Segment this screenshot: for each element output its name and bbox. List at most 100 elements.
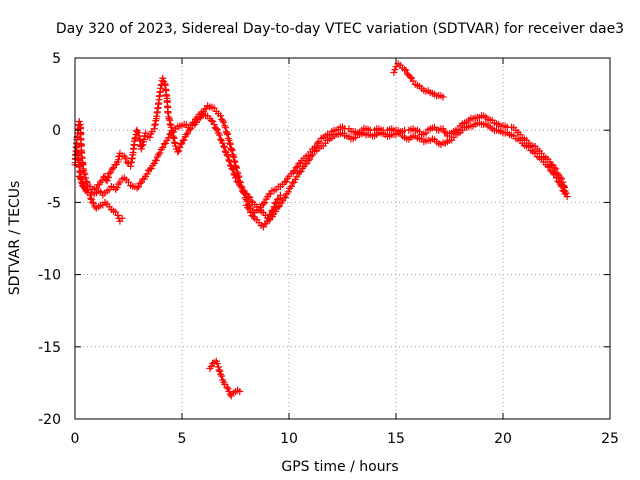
data-point	[222, 124, 230, 132]
data-point	[78, 179, 86, 187]
data-point	[108, 165, 116, 173]
data-point	[134, 183, 142, 191]
data-point	[228, 165, 236, 173]
data-point	[550, 164, 558, 172]
data-point	[272, 198, 280, 206]
data-point	[189, 119, 197, 127]
data-point	[104, 174, 112, 182]
data-point	[77, 176, 85, 184]
data-point	[228, 146, 236, 154]
data-point	[184, 129, 192, 137]
y-tick-label: -5	[47, 195, 61, 211]
data-point	[175, 147, 183, 155]
data-point	[103, 177, 111, 185]
data-point	[118, 214, 126, 222]
data-point	[146, 165, 154, 173]
data-point	[213, 360, 221, 368]
data-point	[229, 166, 237, 174]
x-tick-label: 20	[494, 431, 512, 447]
data-point	[81, 185, 89, 193]
data-point	[226, 157, 234, 165]
data-point	[220, 118, 228, 126]
y-tick-label: -20	[38, 412, 61, 428]
data-point	[293, 173, 301, 181]
data-point	[225, 156, 233, 164]
data-point	[439, 93, 447, 101]
data-point	[147, 164, 155, 172]
data-point	[553, 174, 560, 182]
data-point	[245, 205, 253, 213]
x-tick-label: 5	[178, 431, 187, 447]
data-point	[268, 207, 276, 215]
data-point	[280, 194, 288, 202]
data-point	[209, 117, 217, 125]
data-point	[223, 129, 231, 137]
data-point	[557, 181, 565, 189]
data-point	[221, 147, 229, 155]
data-point	[176, 144, 184, 152]
data-point	[113, 184, 121, 192]
data-point	[226, 390, 234, 398]
data-point	[244, 204, 252, 212]
data-point	[228, 145, 236, 153]
gridlines	[75, 58, 610, 419]
data-point	[281, 178, 289, 186]
data-point	[307, 152, 315, 160]
data-point	[290, 178, 298, 186]
data-point	[159, 144, 167, 152]
data-point	[220, 142, 228, 150]
data-point	[137, 145, 145, 153]
data-point	[122, 154, 130, 162]
data-point	[134, 129, 142, 137]
data-point	[282, 177, 290, 185]
data-point	[81, 170, 89, 178]
data-point	[276, 202, 284, 210]
x-axis-title: GPS time / hours	[281, 459, 398, 475]
x-tick-label: 25	[601, 431, 619, 447]
data-point	[289, 179, 297, 187]
data-point	[216, 367, 224, 375]
data-point	[226, 139, 234, 147]
data-point	[236, 388, 244, 396]
data-point	[190, 118, 198, 126]
data-point	[271, 199, 279, 207]
data-point	[557, 175, 565, 183]
data-point	[281, 193, 289, 201]
data-point	[297, 167, 305, 175]
data-point	[212, 125, 220, 133]
data-point	[215, 131, 223, 139]
data-point	[219, 117, 227, 125]
data-point	[261, 199, 269, 207]
data-point	[146, 133, 154, 141]
data-point	[266, 190, 274, 198]
data-point	[244, 193, 252, 201]
data-point	[561, 190, 569, 198]
x-tick-label: 10	[280, 431, 298, 447]
data-point	[105, 170, 113, 178]
y-tick-label: 5	[52, 51, 61, 67]
data-point	[292, 164, 300, 172]
data-point	[164, 134, 172, 142]
x-tick-label: 0	[71, 431, 80, 447]
data-point	[202, 105, 210, 113]
data-point	[232, 174, 239, 182]
data-point	[87, 195, 95, 203]
data-point	[207, 117, 215, 125]
plot-frame	[74, 57, 611, 420]
data-point	[266, 211, 274, 219]
data-point	[226, 161, 234, 169]
data-point	[214, 363, 222, 371]
data-point	[223, 151, 231, 159]
data-points	[71, 60, 571, 400]
data-point	[276, 191, 284, 199]
data-point	[284, 188, 292, 196]
data-point	[274, 195, 282, 203]
data-point	[439, 125, 447, 133]
data-point	[259, 200, 267, 208]
y-tick-label: -10	[38, 268, 61, 284]
data-point	[246, 209, 254, 217]
data-point	[224, 130, 232, 138]
data-point	[138, 141, 146, 149]
data-point	[269, 206, 277, 214]
data-point	[401, 66, 409, 74]
